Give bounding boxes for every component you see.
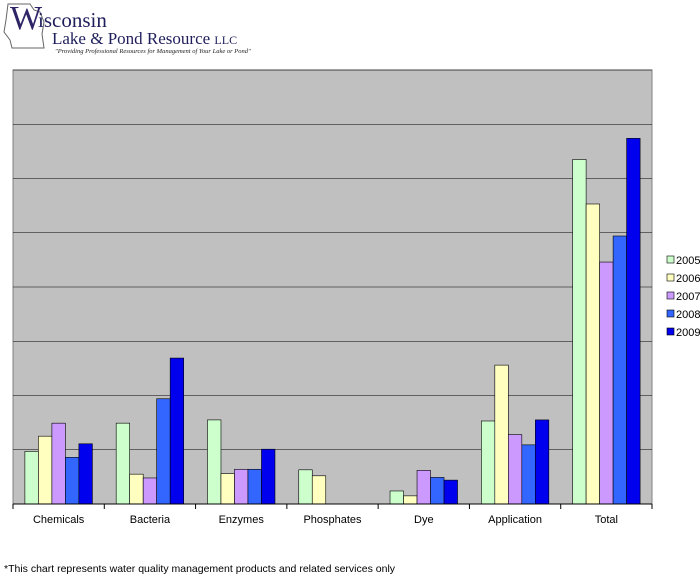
bar-chemicals-2006 [38, 436, 52, 504]
bar-dye-2007 [417, 470, 431, 504]
bar-bacteria-2008 [157, 399, 171, 504]
bar-enzymes-2007 [234, 469, 248, 504]
legend-label-2005: 2005 [676, 255, 700, 267]
bar-total-2005 [573, 160, 587, 504]
bar-total-2009 [627, 138, 641, 504]
bar-total-2007 [600, 262, 614, 504]
legend-label-2008: 2008 [676, 309, 700, 321]
bar-application-2006 [495, 365, 509, 504]
bar-total-2006 [586, 204, 600, 504]
bar-bacteria-2005 [116, 423, 130, 504]
bar-dye-2005 [390, 491, 404, 504]
x-axis: Chemicals Bacteria Enzymes Phosphates Dye App… [13, 504, 652, 526]
bar-enzymes-2005 [207, 420, 221, 504]
legend-label-2007: 2007 [676, 291, 700, 303]
legend-swatch-2006 [667, 274, 674, 281]
bar-chemicals-2008 [65, 457, 79, 504]
bar-chemicals-2007 [52, 423, 65, 504]
bar-application-2007 [508, 435, 521, 504]
bar-phosphates-2005 [299, 470, 313, 504]
bar-bacteria-2009 [170, 358, 184, 504]
x-tick-label-total: Total [595, 514, 618, 526]
bar-phosphates-2006 [312, 476, 326, 504]
legend-swatch-2009 [667, 328, 674, 335]
bar-enzymes-2008 [248, 469, 262, 504]
legend: 2005 2006 2007 2008 2009 [667, 255, 700, 339]
bar-dye-2006 [404, 496, 418, 504]
bar-application-2008 [522, 445, 536, 504]
x-tick-label-application: Application [488, 514, 542, 526]
legend-swatch-2007 [667, 292, 674, 299]
x-tick-label-enzymes: Enzymes [219, 514, 265, 526]
bar-chemicals-2009 [79, 444, 93, 504]
bar-enzymes-2006 [221, 474, 235, 504]
bar-application-2009 [535, 420, 549, 504]
bar-bacteria-2007 [143, 478, 157, 504]
bar-bacteria-2006 [130, 474, 144, 504]
legend-label-2006: 2006 [676, 273, 700, 285]
x-tick-label-bacteria: Bacteria [130, 514, 171, 526]
bar-total-2008 [613, 236, 627, 504]
legend-label-2009: 2009 [676, 327, 700, 339]
x-tick-label-chemicals: Chemicals [33, 514, 85, 526]
x-tick-label-dye: Dye [414, 514, 434, 526]
x-tick-label-phosphates: Phosphates [303, 514, 362, 526]
legend-swatch-2005 [667, 256, 674, 263]
bar-application-2005 [481, 421, 495, 504]
bar-dye-2009 [444, 480, 458, 504]
chart-footnote: *This chart represents water quality man… [4, 563, 395, 575]
bar-enzymes-2009 [261, 449, 275, 504]
legend-swatch-2008 [667, 310, 674, 317]
bar-chemicals-2005 [25, 451, 39, 504]
bar-dye-2008 [431, 477, 445, 504]
